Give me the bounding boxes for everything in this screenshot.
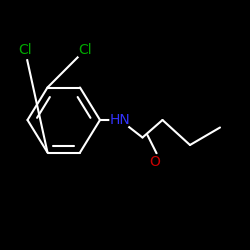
- Text: O: O: [150, 156, 160, 170]
- Text: Cl: Cl: [78, 43, 92, 57]
- Circle shape: [16, 41, 34, 59]
- Circle shape: [76, 41, 94, 59]
- Text: Cl: Cl: [18, 43, 32, 57]
- Circle shape: [148, 155, 162, 170]
- Circle shape: [110, 110, 130, 130]
- Text: HN: HN: [110, 113, 130, 127]
